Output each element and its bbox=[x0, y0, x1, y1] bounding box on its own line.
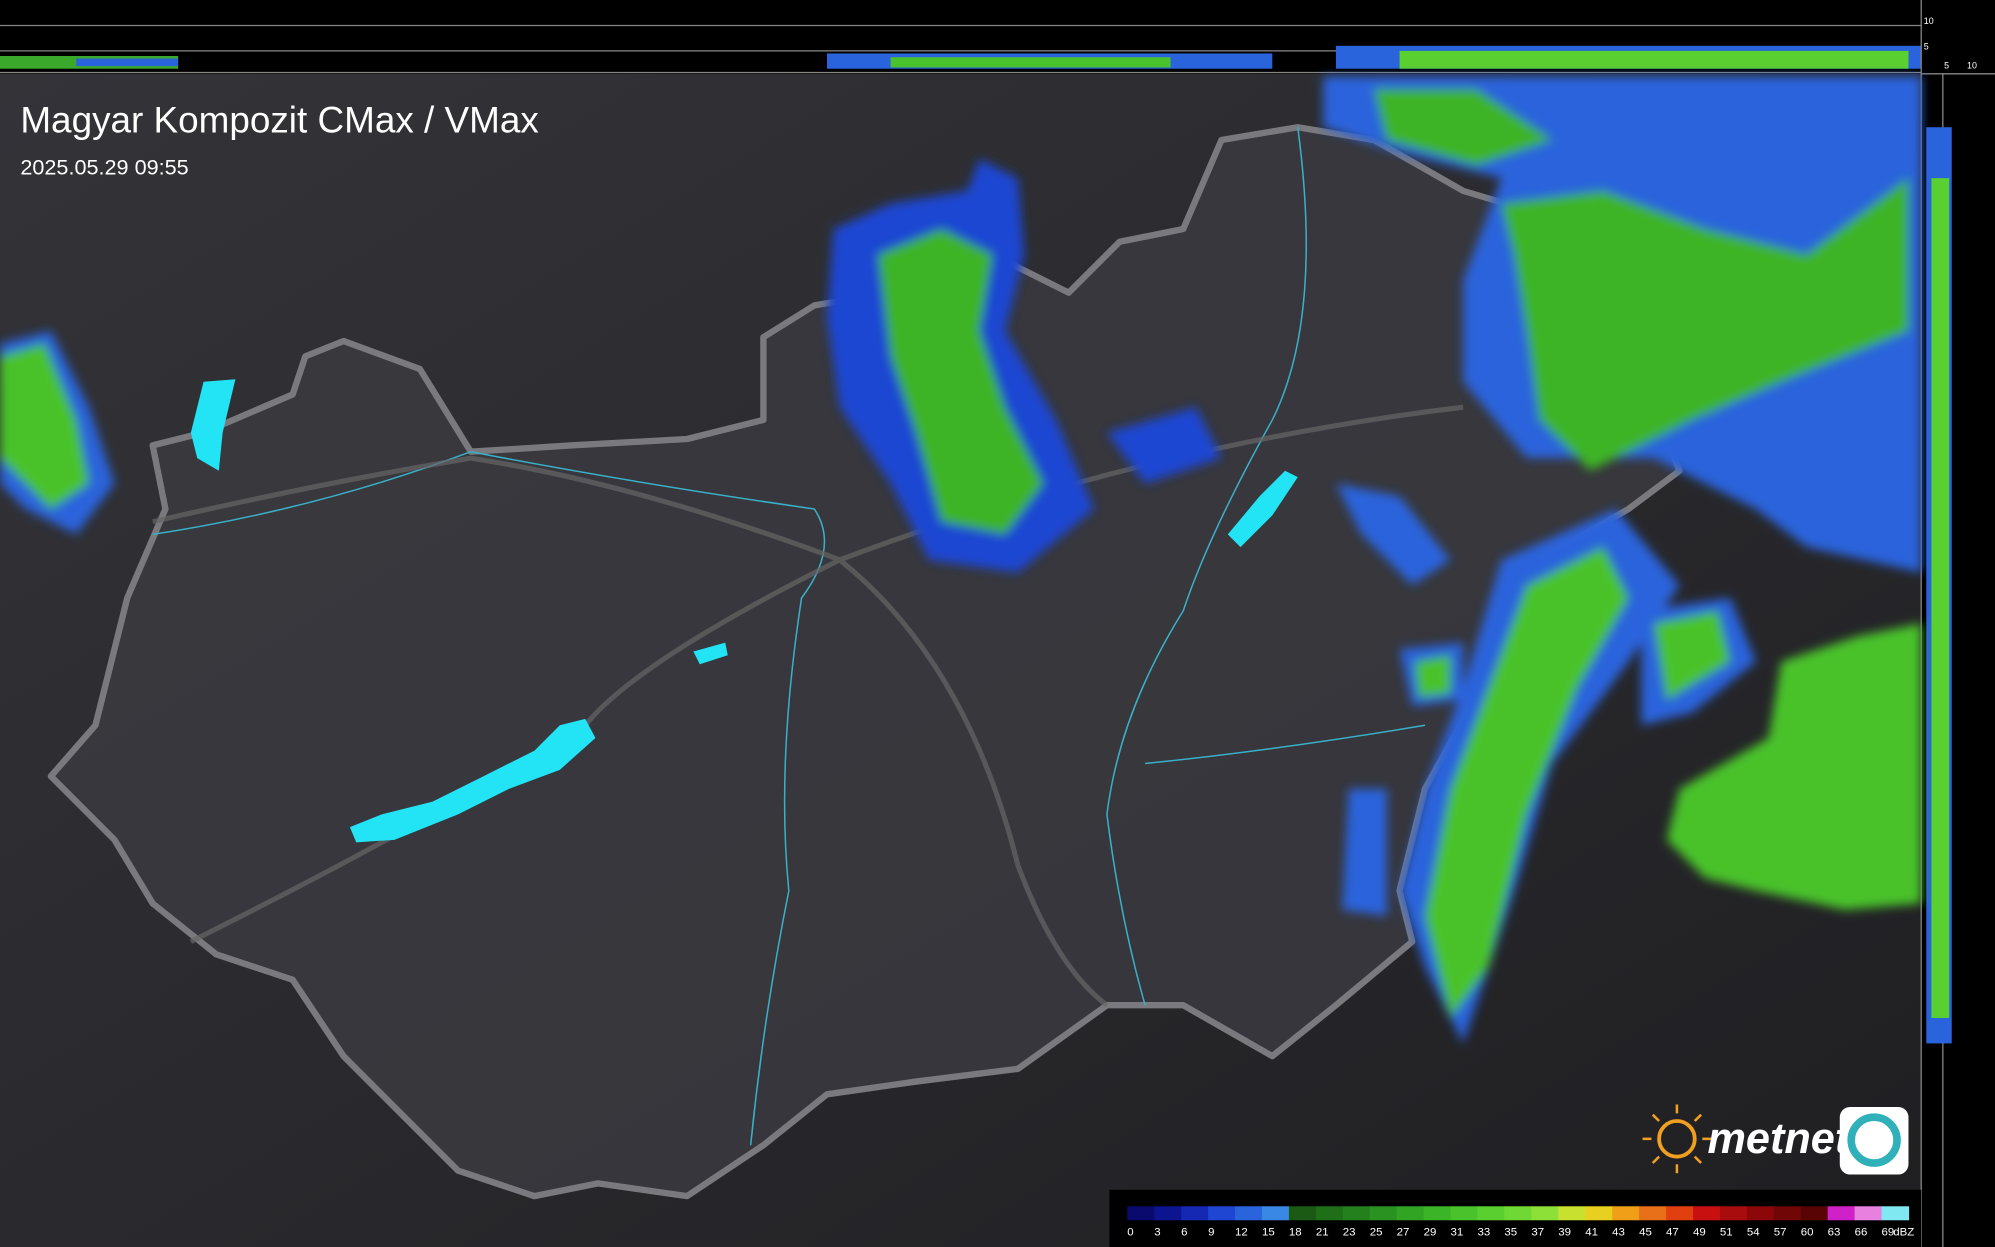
legend-label: 41 bbox=[1585, 1227, 1598, 1239]
legend-swatch bbox=[1746, 1206, 1775, 1221]
legend-swatch bbox=[1612, 1206, 1640, 1221]
legend-label: 29 bbox=[1424, 1227, 1437, 1239]
legend-swatch bbox=[1127, 1206, 1155, 1221]
legend-swatch bbox=[1288, 1206, 1317, 1221]
legend-swatch bbox=[1800, 1206, 1829, 1221]
legend-swatch bbox=[1181, 1206, 1209, 1221]
legend-swatch bbox=[1342, 1206, 1371, 1221]
legend: 0 3 6 9 12 15 18 21 23 25 27 29 31 33 35 37 39 41 43 45 47 49… bbox=[1127, 1206, 1914, 1239]
side-scale-label: 5 bbox=[1924, 42, 1929, 52]
legend-label: 69 bbox=[1882, 1227, 1895, 1239]
legend-label: 15 bbox=[1262, 1227, 1275, 1239]
side-scale-label: 5 bbox=[1944, 61, 1949, 71]
legend-label: 63 bbox=[1828, 1227, 1841, 1239]
legend-swatch bbox=[1423, 1206, 1452, 1221]
legend-swatch bbox=[1504, 1206, 1532, 1221]
legend-label: 43 bbox=[1612, 1227, 1625, 1239]
legend-swatch bbox=[1450, 1206, 1479, 1221]
logo-text: metnet bbox=[1707, 1115, 1850, 1163]
legend-swatch bbox=[1881, 1206, 1910, 1221]
legend-label: 33 bbox=[1477, 1227, 1490, 1239]
legend-swatch bbox=[1666, 1206, 1694, 1221]
legend-swatch bbox=[1531, 1206, 1559, 1221]
legend-label: 6 bbox=[1181, 1227, 1187, 1239]
legend-swatch bbox=[1692, 1206, 1721, 1221]
legend-label: 66 bbox=[1855, 1227, 1868, 1239]
legend-label: 47 bbox=[1666, 1227, 1679, 1239]
legend-label: 51 bbox=[1720, 1227, 1733, 1239]
legend-label: 21 bbox=[1316, 1227, 1329, 1239]
rivers bbox=[152, 127, 1426, 1146]
legend-swatch bbox=[1585, 1206, 1613, 1221]
side-scale-label: 10 bbox=[1967, 61, 1977, 71]
top-profile bbox=[0, 24, 1922, 74]
legend-label: 49 bbox=[1693, 1227, 1706, 1239]
legend-label: 9 bbox=[1208, 1227, 1214, 1239]
legend-swatch bbox=[1396, 1206, 1425, 1221]
legend-label: 27 bbox=[1397, 1227, 1410, 1239]
legend-label: 54 bbox=[1747, 1227, 1760, 1239]
legend-label: 57 bbox=[1774, 1227, 1787, 1239]
lakes bbox=[190, 379, 1298, 843]
legend-label: 23 bbox=[1343, 1227, 1356, 1239]
legend-swatch bbox=[1854, 1206, 1883, 1221]
legend-label: 3 bbox=[1154, 1227, 1160, 1239]
legend-label: 60 bbox=[1801, 1227, 1814, 1239]
legend-label: 12 bbox=[1235, 1227, 1248, 1239]
legend-swatch bbox=[1369, 1206, 1398, 1221]
legend-label: 31 bbox=[1451, 1227, 1464, 1239]
legend-swatch bbox=[1558, 1206, 1586, 1221]
legend-label: 18 bbox=[1289, 1227, 1302, 1239]
legend-swatch bbox=[1208, 1206, 1236, 1221]
legend-swatch bbox=[1235, 1206, 1263, 1221]
timestamp: 2025.05.29 09:55 bbox=[20, 154, 188, 179]
legend-label: 25 bbox=[1370, 1227, 1383, 1239]
legend-swatch bbox=[1773, 1206, 1802, 1221]
legend-label: 0 bbox=[1127, 1227, 1133, 1239]
legend-label: 35 bbox=[1504, 1227, 1517, 1239]
legend-swatch bbox=[1154, 1206, 1182, 1221]
legend-label: 39 bbox=[1558, 1227, 1571, 1239]
side-scale-label: 10 bbox=[1924, 16, 1934, 26]
radar-echoes bbox=[0, 76, 1922, 1044]
legend-swatch bbox=[1827, 1206, 1856, 1221]
legend-swatch bbox=[1639, 1206, 1667, 1221]
legend-swatch bbox=[1477, 1206, 1506, 1221]
legend-label: 37 bbox=[1531, 1227, 1544, 1239]
map-title: Magyar Kompozit CMax / VMax bbox=[20, 99, 539, 140]
legend-unit: dBZ bbox=[1893, 1227, 1914, 1239]
legend-swatch bbox=[1315, 1206, 1344, 1221]
logo: metnet bbox=[1642, 1104, 1909, 1175]
legend-swatch bbox=[1261, 1206, 1290, 1221]
legend-label: 45 bbox=[1639, 1227, 1652, 1239]
legend-swatch bbox=[1719, 1206, 1748, 1221]
